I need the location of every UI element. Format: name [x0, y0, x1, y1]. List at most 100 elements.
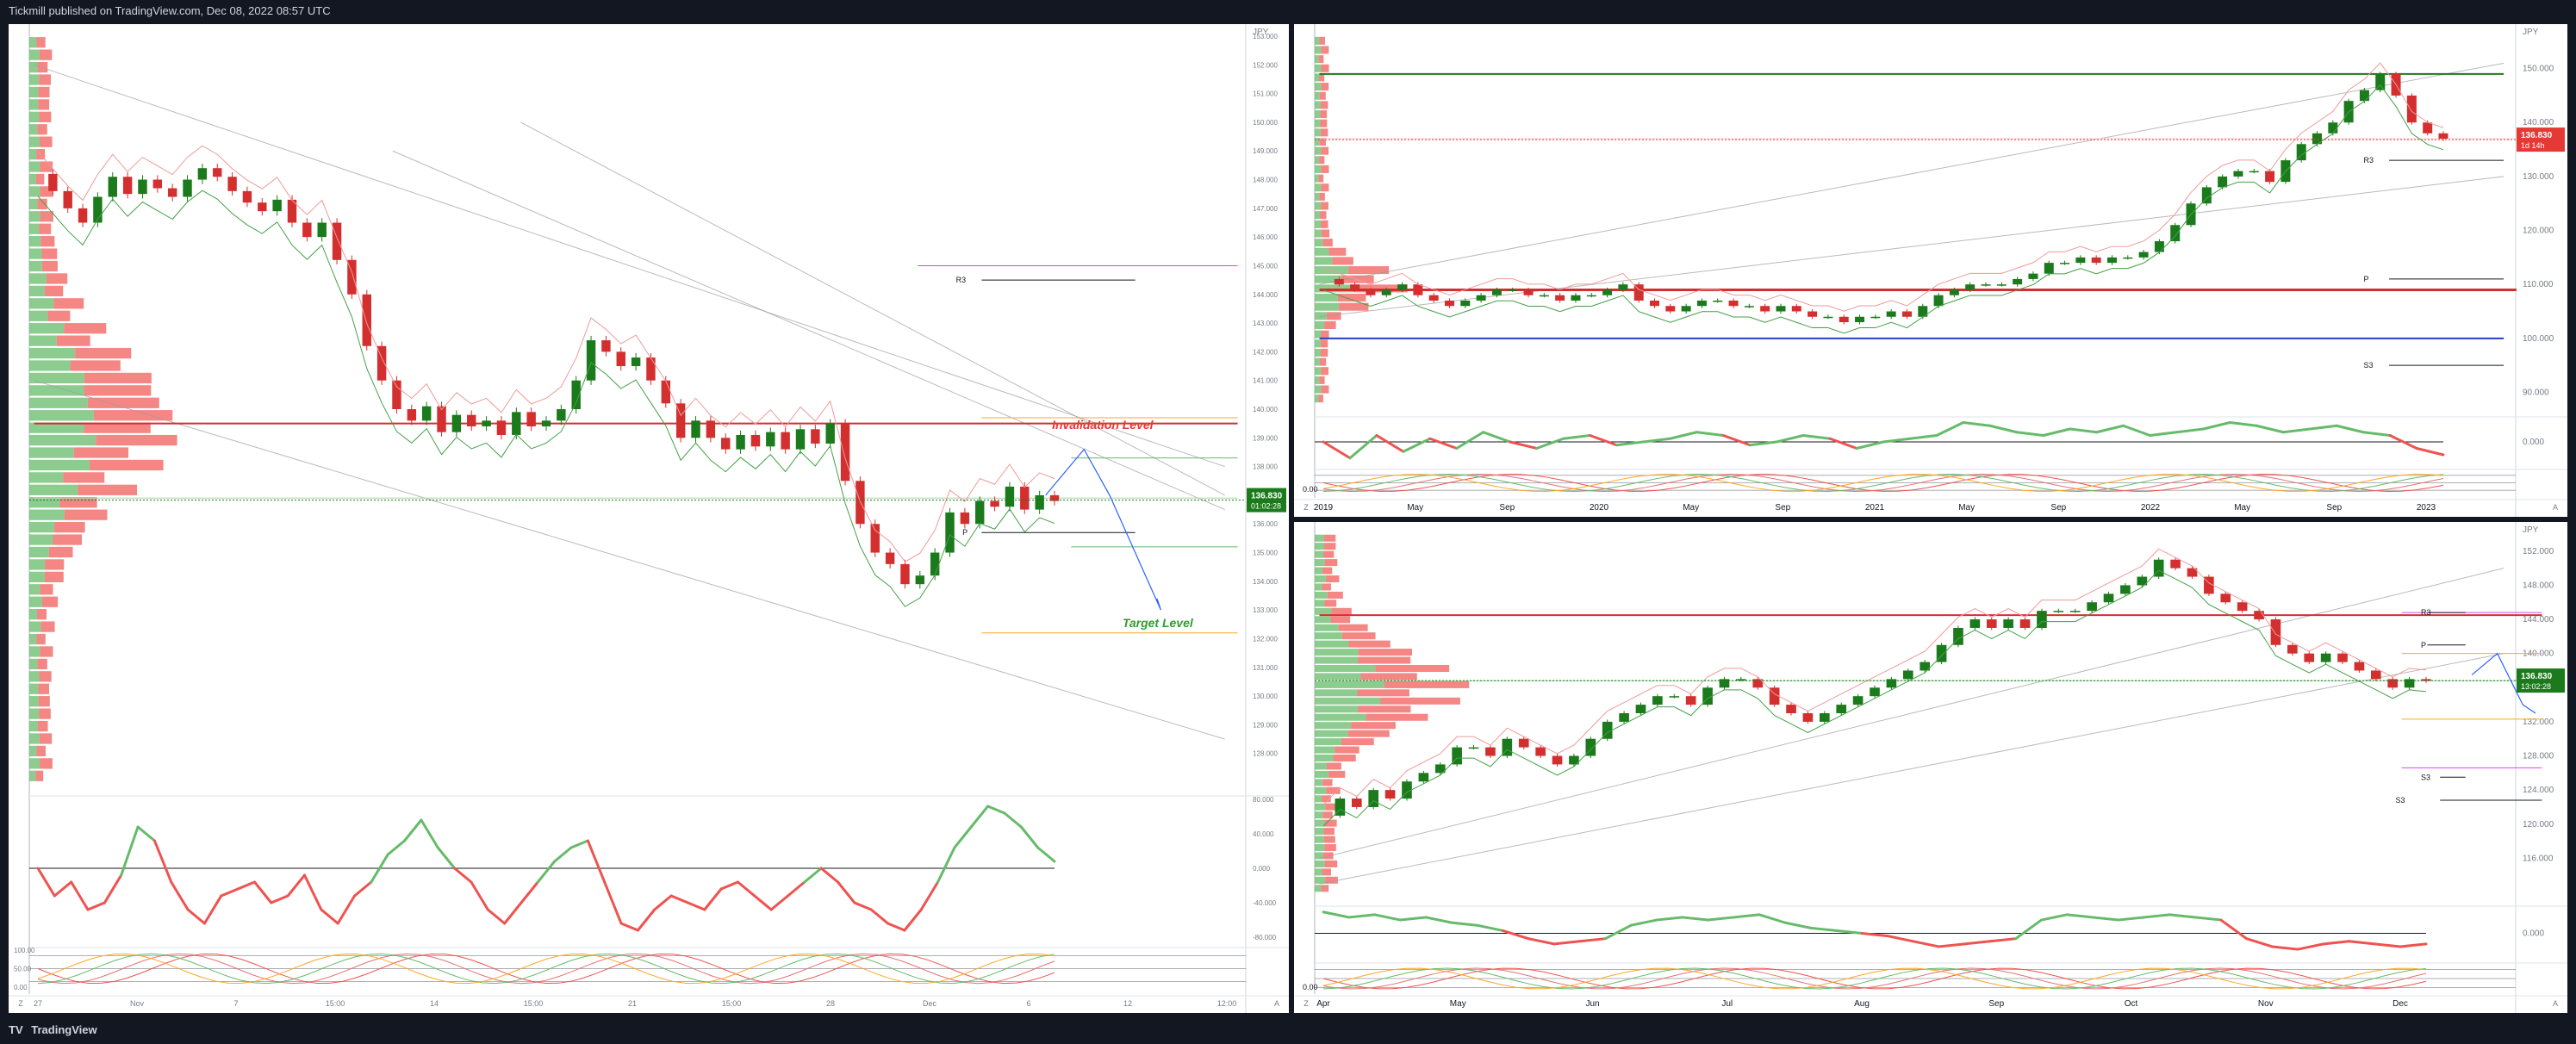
auto-scale-button[interactable]: A: [2553, 503, 2558, 512]
volume-bar-sell: [1335, 746, 1360, 754]
volume-bar-sell: [1322, 795, 1331, 803]
candle-bear: [78, 208, 88, 223]
volume-bar-buy: [29, 770, 36, 781]
candle-bear: [152, 179, 163, 189]
candle-bear: [362, 294, 371, 346]
chart-pane-left[interactable]: JPY 153.000 152.000 151.000 150.000 149.000 14…: [9, 24, 1289, 1013]
volume-bar-sell: [1320, 109, 1328, 119]
candle-bear: [1760, 306, 1770, 312]
oscillator-segment: [1908, 434, 1938, 440]
volume-bar-sell: [1324, 600, 1337, 607]
volume-bar-buy: [1315, 779, 1323, 786]
candle-bull: [138, 179, 147, 195]
candle-bear: [1444, 300, 1454, 307]
volume-bar-sell: [37, 720, 48, 732]
volume-bar-sell: [87, 397, 159, 408]
oscillator-segment: [1912, 940, 1940, 948]
oscillator-segment: [1348, 434, 1378, 460]
projection-arrow: [2471, 652, 2536, 714]
volume-bar-buy: [29, 720, 38, 732]
volume-bar-buy: [1315, 266, 1348, 275]
volume-bar-buy: [29, 733, 40, 744]
volume-bar-buy: [29, 696, 39, 707]
volume-bar-sell: [1321, 330, 1329, 339]
stoch-tick-label: 100.00: [14, 947, 35, 954]
oscillator-segment: [1937, 942, 1966, 948]
volume-bar-sell: [1330, 616, 1351, 624]
volume-bar-buy: [1315, 738, 1341, 746]
volume-bar-sell: [37, 658, 47, 670]
oscillator-segment: [1373, 913, 1402, 922]
auto-scale-button[interactable]: A: [2553, 999, 2558, 1008]
currency-label: JPY: [1253, 28, 1269, 37]
volume-bar-sell: [1322, 811, 1333, 819]
time-tick-label: 2019: [1314, 503, 1334, 513]
oscillator-segment: [1828, 437, 1858, 450]
volume-bar-sell: [1333, 754, 1356, 762]
oscillator-segment: [919, 880, 940, 911]
candle-bull: [2404, 679, 2415, 688]
candle-bull: [1953, 627, 1963, 645]
candle-bull: [1996, 284, 2007, 286]
candles: [1335, 557, 2431, 818]
candle-bear: [1351, 799, 1362, 807]
zoom-button[interactable]: Z: [18, 999, 23, 1008]
volume-bar-buy: [29, 111, 40, 122]
volume-bar-sell: [1320, 101, 1328, 109]
candle-bull: [1965, 284, 1976, 290]
oscillator-segment: [2296, 942, 2325, 951]
auto-scale-button[interactable]: A: [1274, 999, 1279, 1008]
candle-bear: [167, 188, 177, 197]
price-tick-label: 153.000: [1253, 33, 1278, 40]
oscillator-segment: [2281, 427, 2312, 434]
oscillator-tick-label: 0.000: [1253, 865, 1271, 873]
volume-bar-buy: [29, 335, 57, 346]
price-tick-label: 147.000: [1253, 205, 1278, 213]
annotation-label: P: [2421, 641, 2426, 649]
tradingview-brand[interactable]: TV TradingView: [9, 1023, 97, 1036]
tradingview-logo-icon: TV: [9, 1023, 23, 1036]
oscillator-segment: [86, 901, 106, 911]
zoom-button[interactable]: Z: [1304, 999, 1309, 1008]
candle-bear: [675, 403, 686, 438]
trend-channel-line: [520, 121, 1225, 496]
volume-bar-sell: [1321, 367, 1329, 376]
volume-bar-buy: [1315, 367, 1322, 376]
volume-bar-sell: [1323, 543, 1336, 550]
trailing-stop-line: [1322, 569, 2427, 827]
stoch-line: [37, 953, 1055, 985]
volume-bar-sell: [64, 323, 107, 334]
time-tick-label: Sep: [2326, 503, 2342, 513]
volume-bar-buy: [29, 211, 40, 222]
volume-bar-buy: [1315, 680, 1384, 688]
volume-bar-sell: [40, 621, 55, 632]
volume-bar-sell: [1358, 705, 1411, 713]
oscillator-segment: [769, 894, 789, 911]
candle-bull: [1502, 738, 1513, 756]
oscillator-segment: [1695, 431, 1725, 437]
volume-bar-sell: [40, 646, 53, 657]
volume-bar-sell: [1347, 266, 1390, 275]
volume-bar-buy: [1315, 795, 1322, 803]
volume-bar-sell: [1320, 119, 1328, 127]
time-tick-label: May: [1450, 999, 1466, 1009]
chart-pane-top-right[interactable]: JPY 150.000 140.000 130.000 120.000 110.000 10…: [1294, 24, 2567, 517]
zoom-button[interactable]: Z: [1304, 503, 1309, 512]
candle-bear: [1350, 284, 1360, 290]
time-tick-label: Jul: [1721, 999, 1733, 1009]
stoch-line: [1322, 967, 2427, 990]
volume-bar-sell: [45, 559, 65, 570]
chart-pane-bottom-right[interactable]: JPY152.000148.000144.000140.000136.00013…: [1294, 522, 2567, 1013]
candle-bull: [1981, 284, 1991, 286]
volume-bar-sell: [41, 248, 58, 259]
oscillator-segment: [653, 894, 673, 911]
volume-bar-buy: [1315, 607, 1332, 615]
candle-bull: [1855, 316, 1865, 323]
candle-bull: [945, 512, 955, 553]
volume-bar-sell: [46, 273, 68, 284]
trend-channel-line: [1319, 62, 2504, 285]
candle-bull: [1870, 687, 1880, 697]
candle-bear: [122, 177, 133, 195]
volume-bar-sell: [53, 534, 83, 545]
volume-bar-sell: [39, 74, 51, 85]
